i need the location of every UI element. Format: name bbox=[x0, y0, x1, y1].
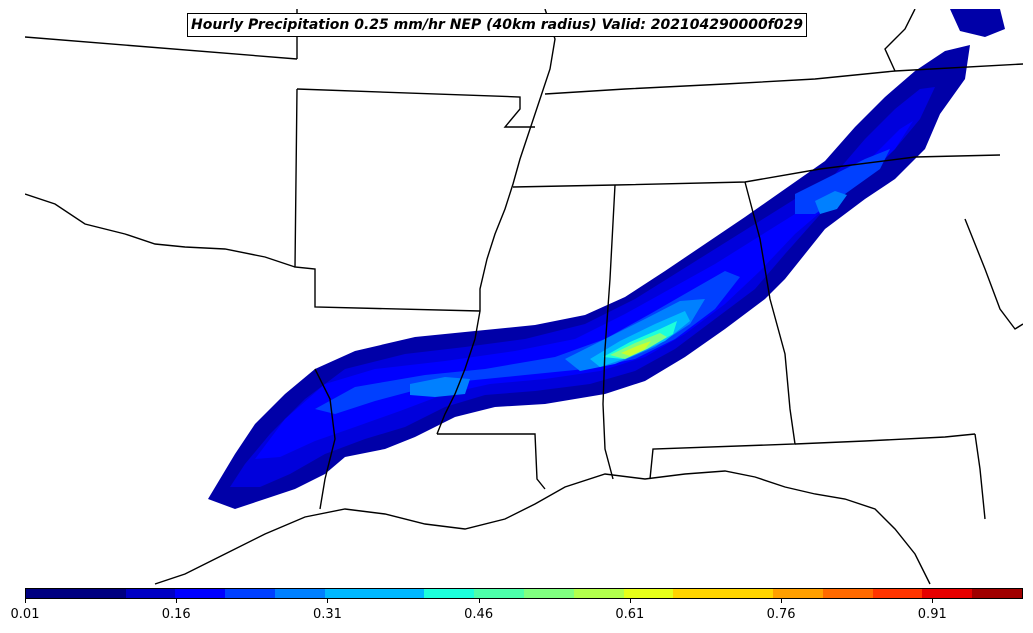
colorbar-tick-label: 0.91 bbox=[917, 607, 947, 622]
colorbar-tick bbox=[932, 599, 934, 603]
boundaries bbox=[25, 9, 1023, 585]
colorbar-segment bbox=[772, 589, 823, 598]
colorbar-segment bbox=[523, 589, 574, 598]
tennessee-south-border bbox=[512, 154, 1001, 188]
colorbar-segment bbox=[75, 589, 126, 598]
contour-0-26 bbox=[410, 377, 470, 397]
atlantic-coast bbox=[964, 218, 1023, 330]
colorbar-segment bbox=[374, 589, 425, 598]
colorbar bbox=[25, 588, 1023, 599]
map-canvas bbox=[25, 9, 1023, 585]
colorbar-segment bbox=[26, 589, 76, 598]
colorbar-tick-label: 0.31 bbox=[312, 607, 342, 622]
colorbar-segment bbox=[573, 589, 624, 598]
map-title: Hourly Precipitation 0.25 mm/hr NEP (40k… bbox=[187, 13, 808, 37]
kentucky-north bbox=[544, 63, 1023, 95]
colorbar-tick-label: 0.61 bbox=[615, 607, 645, 622]
colorbar-tick bbox=[478, 599, 480, 603]
colorbar-segment bbox=[424, 589, 475, 598]
colorbar-segment bbox=[872, 589, 923, 598]
contour-top-cell bbox=[950, 9, 1005, 37]
colorbar-tick bbox=[176, 599, 178, 603]
contour-0-14 bbox=[255, 121, 913, 459]
colorbar-tick bbox=[327, 599, 329, 603]
contour-0-26c bbox=[815, 191, 847, 214]
colorbar-segment bbox=[922, 589, 973, 598]
georgia-florida bbox=[794, 433, 976, 445]
colorbar-segment bbox=[474, 589, 524, 598]
colorbar-segment bbox=[225, 589, 275, 598]
colorbar-segment bbox=[623, 589, 674, 598]
louisiana-west bbox=[314, 368, 336, 510]
colorbar-tick-label: 0.46 bbox=[464, 607, 494, 622]
virginia-border bbox=[884, 9, 916, 72]
probability-field bbox=[208, 9, 1005, 509]
contour-0-20 bbox=[315, 271, 740, 414]
colorbar-segment bbox=[972, 589, 1022, 598]
mississippi-river bbox=[436, 9, 556, 435]
texas-red-river bbox=[25, 193, 296, 268]
colorbar-segment bbox=[723, 589, 773, 598]
colorbar-segment bbox=[324, 589, 375, 598]
colorbar-tick bbox=[629, 599, 631, 603]
colorbar-segment bbox=[673, 589, 724, 598]
colorbar-segment bbox=[274, 589, 325, 598]
alabama-west bbox=[602, 184, 616, 480]
contour-0-60 bbox=[621, 341, 651, 356]
colorbar-tick-label: 0.01 bbox=[10, 607, 40, 622]
louisiana-east bbox=[437, 433, 546, 490]
colorbar-segment bbox=[175, 589, 226, 598]
colorbar-tick-label: 0.76 bbox=[766, 607, 796, 622]
alabama-east bbox=[649, 181, 796, 480]
gulf-coast bbox=[154, 470, 931, 585]
colorbar-segment bbox=[822, 589, 873, 598]
colorbar-segment bbox=[125, 589, 176, 598]
arkansas-north-border bbox=[296, 88, 535, 128]
contour-0-20b bbox=[795, 149, 890, 214]
atlantic-coast-south bbox=[974, 433, 986, 520]
oklahoma-north-border bbox=[25, 36, 298, 60]
arkansas-west-border bbox=[294, 88, 481, 312]
colorbar-tick bbox=[781, 599, 783, 603]
colorbar-tick-label: 0.16 bbox=[161, 607, 191, 622]
map-panel[interactable] bbox=[25, 9, 1023, 587]
colorbar-tick bbox=[25, 599, 26, 603]
